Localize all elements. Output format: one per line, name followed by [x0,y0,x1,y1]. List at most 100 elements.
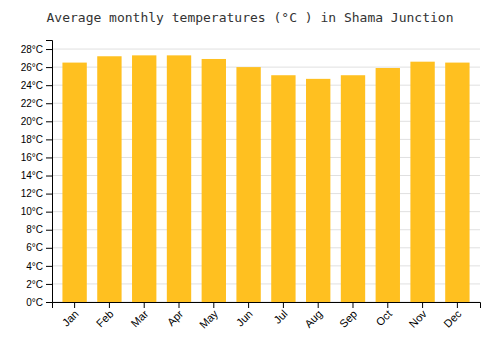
bars [62,55,469,302]
y-tick: 12°C [21,188,52,199]
y-tick-line [46,103,52,104]
bar [97,56,121,302]
x-tick-label: Aug [302,308,324,330]
y-tick: 0°C [26,297,52,308]
y-tick: 20°C [21,116,52,127]
y-tick-line [46,139,52,140]
y-tick: 6°C [26,242,52,253]
y-tick-line [46,49,52,50]
y-tick-line [46,85,52,86]
x-tick-label: Nov [406,307,429,330]
y-tick-label: 28°C [21,44,43,55]
x-tick: Apr [165,302,186,328]
bar [376,68,400,302]
bar [236,67,260,302]
bar [306,79,330,302]
bar [341,75,365,302]
y-tick: 22°C [21,98,52,109]
y-axis: 0°C 2°C 4°C 6°C 8°C 10°C 12°C 14°C 16°C 18°C 20°C 2… [21,41,53,308]
x-tick: Jun [234,302,255,329]
y-tick: 4°C [26,261,52,272]
grid [52,49,480,302]
x-tick-label: Sep [337,308,359,330]
y-tick: 16°C [21,152,52,163]
y-tick-label: 4°C [26,261,43,272]
x-tick-line [457,302,458,308]
y-tick-line [46,67,52,68]
y-tick-label: 2°C [26,279,43,290]
x-tick-label: Apr [165,307,186,328]
x-tick-line [74,302,75,308]
y-tick-line [46,266,52,267]
y-tick-label: 8°C [26,224,43,235]
y-tick: 28°C [21,44,52,55]
y-tick-line [46,248,52,249]
y-axis-line [46,41,53,303]
y-tick-line [46,121,52,122]
x-tick: Jul [271,302,289,326]
y-tick-label: 22°C [21,98,43,109]
y-tick-label: 24°C [21,80,43,91]
bar [62,63,86,302]
x-tick-label: Feb [94,308,116,330]
plot: Jan Feb Mar Apr May Jun Jul Aug Sep Oct Nov Dec 0°C 2… [21,41,481,331]
y-tick-line [46,194,52,195]
x-tick: Mar [129,302,151,329]
title: Average monthly temperatures (°C ) in Sh… [47,10,454,25]
x-tick-line [352,302,353,308]
x-tick-line [213,302,214,308]
y-tick: 2°C [26,279,52,290]
x-tick-label: Mar [129,307,151,329]
x-tick: Nov [406,302,429,330]
x-tick-label: Jun [234,308,255,329]
y-tick-line [46,157,52,158]
x-tick-line [179,302,180,308]
x-tick-line [422,302,423,308]
x-tick: Sep [337,302,359,330]
x-tick-line [144,302,145,308]
x-tick: Oct [373,302,394,328]
x-tick-line [318,302,319,308]
y-tick-label: 0°C [26,297,43,308]
y-tick-label: 10°C [21,206,43,217]
y-tick: 26°C [21,62,52,73]
y-tick-label: 14°C [21,170,43,181]
y-tick-label: 16°C [21,152,43,163]
x-axis-line [53,303,481,309]
y-tick-label: 18°C [21,134,43,145]
x-tick-line [109,302,110,308]
x-axis: Jan Feb Mar Apr May Jun Jul Aug Sep Oct Nov Dec [53,302,481,331]
x-tick-label: May [197,307,221,331]
y-tick-line [46,212,52,213]
y-tick-line [46,176,52,177]
y-tick-label: 6°C [26,242,43,253]
x-tick: May [197,302,221,331]
y-tick-label: 26°C [21,62,43,73]
x-tick: Jan [60,302,81,329]
y-tick-label: 20°C [21,116,43,127]
y-tick-line [46,302,52,303]
x-tick: Dec [441,302,464,330]
bar [271,75,295,302]
grid-line [52,49,480,50]
y-tick: 10°C [21,206,52,217]
x-tick-label: Jul [271,308,289,326]
x-tick-label: Oct [373,308,394,329]
bar [132,55,156,302]
x-tick: Feb [94,302,116,329]
y-tick-label: 12°C [21,188,43,199]
bar [202,59,226,302]
chart: Jan Feb Mar Apr May Jun Jul Aug Sep Oct Nov Dec 0°C 2… [0,0,500,350]
y-tick-line [46,230,52,231]
x-tick-line [283,302,284,308]
bar [167,55,191,302]
x-tick-label: Jan [60,308,81,329]
x-tick: Aug [302,302,324,330]
y-tick: 14°C [21,170,52,181]
y-tick: 24°C [21,80,52,91]
bar [410,62,434,302]
y-tick: 18°C [21,134,52,145]
x-tick-line [387,302,388,308]
x-tick-label: Dec [441,307,464,330]
bar [445,63,469,302]
